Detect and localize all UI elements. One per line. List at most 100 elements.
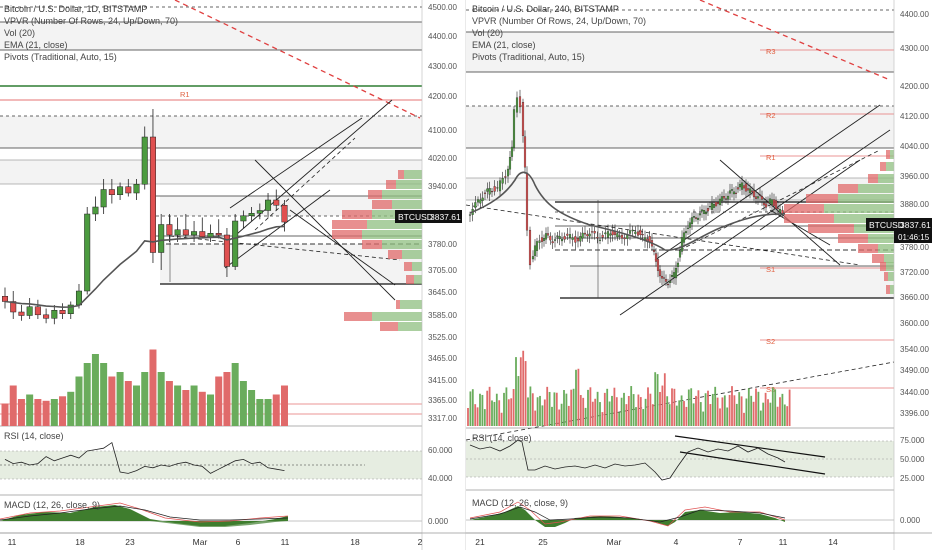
left-volume-bar — [116, 372, 124, 426]
right-volume-bar — [704, 393, 707, 426]
right-vpvr-row — [890, 150, 894, 159]
left-volume-bar — [207, 394, 214, 426]
left-candle — [26, 298, 33, 319]
right-volume-bar — [546, 386, 549, 426]
right-price-tick: 4200.00 — [900, 82, 929, 91]
left-volume-bar — [124, 381, 132, 426]
right-volume-bar — [486, 390, 489, 426]
right-volume-bar — [522, 350, 525, 426]
right-volume-bar — [584, 407, 587, 426]
right-candle — [636, 224, 640, 240]
left-vpvr-row — [367, 220, 422, 229]
left-volume-bar — [165, 381, 173, 426]
right-candle — [512, 106, 516, 152]
left-vpvr-row — [382, 190, 422, 199]
right-candle — [490, 187, 494, 197]
right-volume-bar — [675, 405, 678, 426]
right-candle — [620, 228, 624, 244]
left-rsi-line — [4, 441, 285, 474]
left-ema-line — [4, 225, 285, 309]
right-candle — [730, 184, 734, 198]
left-vpvr-row — [372, 200, 392, 209]
right-price-tick: 3490.00 — [900, 366, 929, 375]
right-price-tick: 4120.00 — [900, 112, 929, 121]
right-candle — [558, 230, 561, 246]
right-volume-bar — [661, 385, 664, 426]
left-candle — [174, 217, 181, 242]
right-candle — [563, 232, 566, 243]
right-candle — [616, 229, 619, 241]
right-candle — [538, 234, 541, 250]
right-volume-bar — [764, 392, 767, 426]
left-rsi-label: RSI (14, close) — [4, 431, 64, 441]
left-candle — [223, 228, 230, 277]
right-candle — [654, 248, 658, 267]
right-time-tick: Mar — [607, 537, 622, 547]
right-candle — [483, 189, 487, 201]
right-volume-bar — [534, 410, 537, 426]
left-candle — [51, 305, 58, 325]
right-candle — [486, 182, 489, 199]
right-candle — [670, 270, 674, 283]
right-indicator-ema: EMA (21, close) — [472, 40, 536, 50]
right-candle — [690, 212, 694, 231]
right-price-tick: 4040.00 — [900, 142, 929, 151]
left-price-axis: 4500.00 4400.00 4300.00 4200.00 4100.00 4020.… — [395, 0, 462, 550]
left-candle — [215, 219, 222, 239]
left-volume-bar — [190, 385, 198, 426]
left-vpvr-row — [382, 240, 422, 249]
left-volume-bar — [100, 363, 108, 426]
right-volume-bar — [579, 395, 582, 426]
right-candle — [748, 183, 752, 199]
right-candle — [718, 193, 722, 212]
right-candle — [481, 191, 484, 207]
right-time-tick: 4 — [674, 537, 679, 547]
left-price-tick: 3525.00 — [428, 333, 457, 342]
right-volume-bar — [606, 388, 609, 426]
right-volume-bar — [723, 395, 726, 426]
right-rsi-level-25: 25.000 — [900, 474, 925, 483]
right-volume-profile — [784, 150, 894, 294]
right-volume-bar — [483, 409, 486, 426]
right-candle — [504, 169, 507, 185]
right-volume-bar — [476, 407, 479, 426]
right-vpvr-row — [838, 184, 858, 193]
left-vpvr-row — [396, 180, 422, 189]
pivot-label-r1: R1 — [180, 90, 190, 99]
right-candle — [551, 235, 554, 250]
right-volume-bar — [536, 397, 539, 426]
right-volume-bar — [678, 400, 681, 426]
left-price-tick: 4300.00 — [428, 62, 457, 71]
left-candle — [100, 179, 107, 214]
right-vpvr-row — [886, 285, 890, 294]
left-candle — [182, 214, 189, 239]
right-candle — [700, 204, 704, 218]
right-candle — [508, 150, 512, 176]
right-rsi-label: RSI (14, close) — [472, 433, 532, 443]
left-price-tick: 3365.00 — [428, 396, 457, 405]
left-candle — [18, 305, 25, 321]
right-vpvr-row — [784, 204, 824, 213]
left-volume-bar — [215, 376, 223, 426]
right-vpvr-row — [808, 224, 854, 233]
left-volume-bar — [75, 376, 83, 426]
right-candle — [468, 211, 472, 222]
left-vpvr-row — [398, 170, 404, 179]
left-volume-bar — [67, 391, 75, 426]
left-last-price-symbol: BTCUSD — [398, 212, 433, 222]
right-volume-bar — [505, 387, 508, 426]
left-candle — [265, 193, 272, 218]
right-macd-signal — [469, 506, 786, 523]
right-candle — [606, 224, 610, 245]
right-volume-bar — [644, 398, 647, 426]
right-candle — [609, 229, 612, 243]
left-panel: R1 — [0, 0, 422, 550]
right-volume-bar — [625, 404, 628, 426]
right-vpvr-row — [824, 204, 894, 213]
left-candle — [67, 301, 74, 319]
left-candle — [34, 299, 41, 319]
right-volume-bar — [786, 406, 789, 426]
left-candle — [256, 203, 263, 220]
left-rsi-level-60: 60.000 — [428, 446, 453, 455]
right-chart-title: Bitcoin / U.S. Dollar, 240, BITSTAMP — [472, 4, 619, 14]
